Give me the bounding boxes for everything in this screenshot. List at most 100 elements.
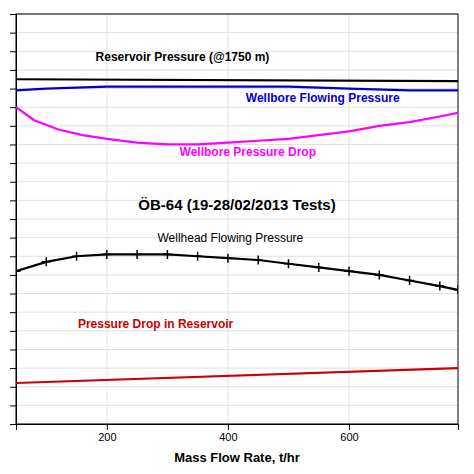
x-tick: 200 — [98, 424, 116, 443]
y-tick — [10, 424, 16, 425]
y-tick — [10, 331, 16, 332]
y-tick — [10, 89, 16, 90]
grid-line-y — [16, 69, 458, 70]
point-marker — [454, 285, 459, 294]
series-line — [16, 368, 458, 383]
y-tick — [10, 182, 16, 183]
y-tick-mark — [10, 275, 16, 276]
point-marker — [16, 267, 21, 276]
y-tick-mark — [10, 70, 16, 71]
point-marker — [405, 276, 414, 285]
y-tick — [10, 405, 16, 406]
annotation: ÖB-64 (19-28/02/2013 Tests) — [138, 196, 335, 213]
chart: 200 400 600 Reservoir Pressure (@1750 m) Wel… — [0, 0, 474, 474]
grid-line-y — [16, 368, 458, 369]
point-marker — [345, 267, 354, 276]
point-marker — [254, 256, 263, 265]
y-tick — [10, 200, 16, 201]
y-tick — [10, 107, 16, 108]
series-line — [16, 254, 458, 289]
grid-line-y — [16, 107, 458, 108]
y-tick — [10, 163, 16, 164]
x-axis-title: Mass Flow Rate, t/hr — [174, 450, 300, 465]
series-group — [16, 79, 458, 383]
point-marker — [223, 254, 232, 263]
x-axis: 200 400 600 — [17, 424, 459, 443]
series-line — [16, 107, 458, 144]
point-marker — [102, 250, 111, 259]
y-tick-mark — [10, 200, 16, 201]
y-tick — [10, 294, 16, 295]
x-tick-label: 600 — [340, 431, 358, 443]
y-tick — [10, 238, 16, 239]
x-tick-label: 400 — [219, 431, 237, 443]
y-tick-mark — [10, 14, 16, 15]
y-tick-mark — [10, 107, 16, 108]
grid-line-y — [16, 163, 458, 164]
series-label: Reservoir Pressure (@1750 m) — [96, 50, 270, 64]
y-tick-mark — [10, 368, 16, 369]
y-tick-mark — [10, 387, 16, 388]
grid-line-y — [16, 181, 458, 182]
x-tick: 400 — [219, 424, 237, 443]
series-label: Wellhead Flowing Pressure — [157, 231, 303, 245]
point-marker — [375, 270, 384, 279]
y-tick — [10, 256, 16, 257]
grid-line-y — [16, 32, 458, 33]
x-tick: 600 — [340, 424, 358, 443]
y-tick — [10, 312, 16, 313]
y-tick-mark — [10, 312, 16, 313]
x-tick-label: 200 — [98, 431, 116, 443]
x-tick-mark — [107, 424, 108, 430]
y-tick — [10, 387, 16, 388]
grid — [16, 14, 458, 424]
grid-line-y — [16, 219, 458, 220]
plot-area: 200 400 600 Reservoir Pressure (@1750 m) Wel… — [10, 14, 463, 443]
grid-line-y — [16, 386, 458, 387]
y-tick-mark — [10, 424, 16, 425]
grid-line-y — [16, 349, 458, 350]
y-tick-mark — [10, 33, 16, 34]
point-marker — [72, 252, 81, 261]
point-marker — [42, 257, 51, 266]
point-marker — [284, 259, 293, 268]
y-tick-mark — [10, 89, 16, 90]
series-line — [16, 79, 458, 81]
y-tick-mark — [10, 163, 16, 164]
y-tick — [10, 51, 16, 52]
y-tick — [10, 275, 16, 276]
series-line — [16, 87, 458, 91]
x-axis-line — [17, 425, 459, 431]
y-tick-mark — [10, 405, 16, 406]
plot-frame — [16, 14, 458, 424]
y-tick-mark — [10, 126, 16, 127]
y-tick-mark — [10, 331, 16, 332]
y-tick-mark — [10, 51, 16, 52]
grid-line-y — [16, 293, 458, 294]
grid-line-y — [16, 125, 458, 126]
point-marker — [435, 282, 444, 291]
point-marker — [193, 252, 202, 261]
grid-line-y — [16, 312, 458, 313]
grid-line-y — [16, 405, 458, 406]
series-label: Wellbore Flowing Pressure — [246, 91, 400, 105]
grid-line-y — [16, 274, 458, 275]
y-tick-mark — [10, 182, 16, 183]
y-tick-mark — [10, 294, 16, 295]
y-tick — [10, 349, 16, 350]
point-marker — [133, 250, 142, 259]
x-tick-mark — [228, 424, 229, 430]
y-tick-mark — [10, 219, 16, 220]
series-label: Wellbore Pressure Drop — [180, 145, 316, 159]
y-tick-mark — [10, 256, 16, 257]
point-marker — [314, 263, 323, 272]
y-tick-mark — [10, 349, 16, 350]
point-marker — [163, 250, 172, 259]
y-tick — [10, 33, 16, 34]
labels: Reservoir Pressure (@1750 m) Wellbore Flo… — [78, 50, 400, 331]
y-tick-mark — [10, 144, 16, 145]
y-tick — [10, 144, 16, 145]
y-tick — [10, 70, 16, 71]
y-tick — [10, 219, 16, 220]
series-label: Pressure Drop in Reservoir — [78, 317, 234, 331]
